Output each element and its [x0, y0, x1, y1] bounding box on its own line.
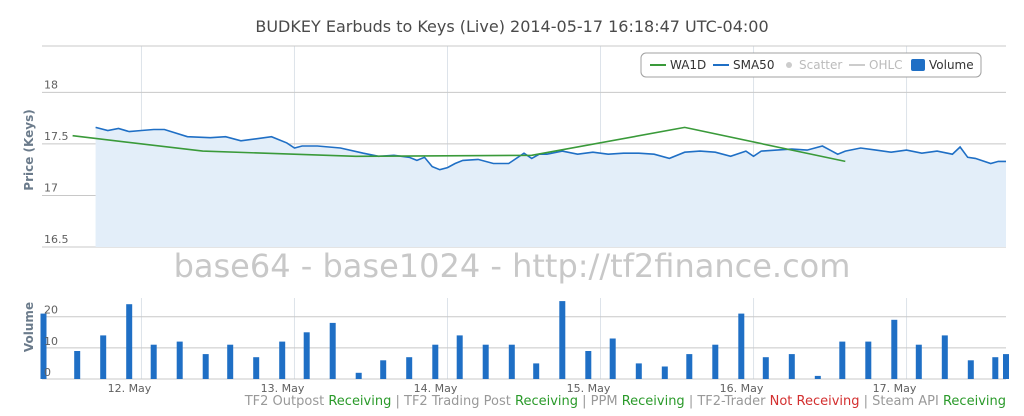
- status-source-name: | TF2 Trading Post: [391, 394, 515, 409]
- legend-label: Scatter: [799, 58, 842, 72]
- volume-bars: [40, 301, 1009, 379]
- status-value: Receiving: [622, 394, 685, 409]
- legend-label: OHLC: [869, 58, 903, 72]
- volume-bar: [915, 344, 922, 379]
- axis-labels: 12. May 13. May 14. May 15. May 16. May 17. M…: [44, 78, 917, 395]
- volume-bar: [303, 332, 310, 379]
- legend-box-symbol: [911, 59, 925, 71]
- sma50-line: [95, 126, 1006, 171]
- volume-bar: [865, 341, 872, 379]
- volume-bar: [100, 335, 107, 379]
- volume-bar: [279, 341, 286, 379]
- volume-bar: [202, 354, 209, 379]
- volume-bar: [762, 357, 769, 379]
- volume-bar: [686, 354, 693, 379]
- volume-bar: [941, 335, 948, 379]
- volume-bar: [967, 360, 974, 379]
- price-series-group: [72, 126, 1007, 247]
- feed-status-bar: TF2 Outpost Receiving | TF2 Trading Post…: [244, 394, 1006, 409]
- price-axis-title: Price (Keys): [22, 109, 36, 190]
- status-source-name: | Steam API: [860, 394, 943, 409]
- legend-item-volume[interactable]: Volume: [911, 58, 974, 72]
- status-source-name: TF2 Outpost: [244, 394, 329, 409]
- status-value: Receiving: [943, 394, 1006, 409]
- legend-item-ohlc[interactable]: OHLC: [849, 58, 903, 72]
- status-source-name: | PPM: [578, 394, 622, 409]
- volume-bar: [559, 301, 566, 379]
- volume-bar: [432, 344, 439, 379]
- x-tick-label: 16. May: [720, 382, 764, 395]
- volume-bar: [661, 366, 668, 379]
- legend-item-sma50[interactable]: SMA50: [713, 58, 774, 72]
- volume-bar: [585, 351, 592, 379]
- price-tick-label: 16.5: [44, 233, 69, 246]
- legend-label: WA1D: [670, 58, 706, 72]
- legend-label: SMA50: [733, 58, 774, 72]
- legend-dot-symbol: [786, 62, 792, 68]
- volume-bar: [839, 341, 846, 379]
- x-tick-label: 12. May: [108, 382, 152, 395]
- price-tick-label: 18: [44, 78, 58, 91]
- volume-bar: [712, 344, 719, 379]
- status-value: Not Receiving: [770, 394, 860, 409]
- volume-bar: [176, 341, 183, 379]
- volume-bar: [380, 360, 387, 379]
- volume-tick-label: 0: [44, 366, 51, 379]
- volume-bar: [891, 319, 898, 379]
- volume-bar: [788, 354, 795, 379]
- legend-item-scatter[interactable]: Scatter: [786, 58, 842, 72]
- volume-bar: [609, 338, 616, 379]
- x-tick-label: 13. May: [261, 382, 305, 395]
- chart-title: BUDKEY Earbuds to Keys (Live) 2014-05-17…: [255, 17, 768, 36]
- volume-bar: [1003, 354, 1009, 379]
- status-value: Receiving: [515, 394, 578, 409]
- legend-box: [640, 52, 982, 78]
- volume-grid: [42, 298, 1006, 380]
- sma50-area: [95, 127, 1007, 247]
- legend-label: Volume: [929, 58, 974, 72]
- volume-bar: [533, 363, 540, 379]
- status-value: Receiving: [328, 394, 391, 409]
- volume-axis-title: Volume: [22, 302, 36, 352]
- volume-bar: [738, 313, 745, 379]
- x-tick-label: 15. May: [567, 382, 611, 395]
- volume-tick-label: 10: [44, 335, 58, 348]
- chart-legend[interactable]: WA1D SMA50 Scatter OHLC Volume: [640, 52, 982, 78]
- volume-tick-label: 20: [44, 304, 58, 317]
- price-tick-label: 17.5: [44, 130, 69, 143]
- volume-bar: [329, 322, 336, 379]
- x-tick-label: 17. May: [873, 382, 917, 395]
- volume-bar: [508, 344, 515, 379]
- volume-bar: [150, 344, 157, 379]
- volume-bar: [992, 357, 999, 379]
- wa1d-line: [72, 126, 846, 163]
- volume-bar: [253, 357, 260, 379]
- watermark: base64 - base1024 - http://tf2finance.co…: [174, 247, 851, 285]
- status-source-name: | TF2-Trader: [685, 394, 770, 409]
- volume-bar: [126, 304, 133, 379]
- x-tick-label: 14. May: [414, 382, 458, 395]
- legend-item-wa1d[interactable]: WA1D: [650, 58, 706, 72]
- price-tick-label: 17: [44, 181, 58, 194]
- volume-bar: [635, 363, 642, 379]
- volume-bar: [355, 372, 362, 379]
- volume-bar: [482, 344, 489, 379]
- volume-bar: [456, 335, 463, 379]
- volume-bar: [74, 351, 81, 379]
- volume-bar: [227, 344, 234, 379]
- volume-bar: [406, 357, 413, 379]
- volume-bar: [40, 313, 47, 379]
- volume-bar: [814, 375, 821, 379]
